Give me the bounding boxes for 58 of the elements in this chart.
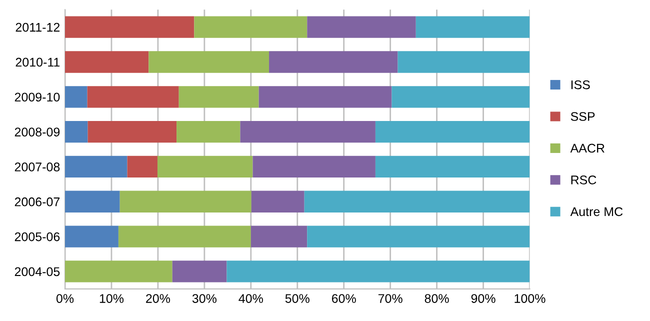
legend-label: RSC: [571, 176, 596, 184]
bar: [375, 120, 530, 143]
bar: [307, 226, 530, 248]
bar: [120, 190, 252, 212]
bar: [240, 120, 376, 143]
bar: [65, 86, 88, 108]
bar: [398, 51, 530, 73]
x-tick-label: 0%: [56, 294, 74, 303]
bar: [226, 260, 530, 282]
bar: [258, 86, 392, 108]
bar: [194, 16, 308, 38]
bar: [416, 16, 530, 38]
y-tick-label: 2006-07: [14, 197, 60, 206]
bar: [127, 156, 158, 178]
bar: [304, 190, 530, 212]
bar: [375, 156, 530, 178]
bar: [65, 156, 128, 178]
bar: [269, 51, 398, 73]
bar: [65, 120, 88, 143]
x-tick-label: 20%: [146, 294, 170, 303]
bar: [65, 190, 120, 212]
legend-label: AACR: [570, 144, 604, 153]
bar: [252, 156, 376, 178]
bar: [65, 226, 118, 248]
x-tick-label: 10%: [100, 294, 124, 303]
bar: [251, 190, 304, 212]
bar: [118, 226, 251, 248]
y-tick-label: 2010-11: [16, 58, 60, 67]
y-tick-label: 2004-05: [14, 267, 60, 276]
bar: [176, 120, 240, 143]
x-tick-label: 60%: [332, 294, 356, 303]
bar: [250, 226, 308, 248]
legend-label: Autre MC: [570, 207, 623, 216]
y-tick-label: 2009-10: [14, 92, 60, 102]
bar: [148, 51, 270, 73]
legend-label: ISS: [571, 80, 590, 90]
x-tick-label: 90%: [471, 294, 496, 303]
bar: [65, 51, 149, 73]
bar: [172, 260, 227, 282]
bar: [65, 16, 194, 38]
x-tick-label: 30%: [192, 294, 216, 303]
legend-label: SSP: [570, 112, 595, 121]
bar: [88, 120, 177, 143]
x-tick-label: 50%: [285, 294, 310, 303]
bar: [392, 86, 530, 108]
bar: [307, 16, 416, 38]
x-tick-label: 100%: [514, 294, 546, 303]
bar: [65, 260, 172, 282]
x-tick-label: 40%: [238, 294, 263, 303]
x-tick-label: 70%: [378, 294, 402, 303]
bar: [157, 156, 253, 178]
bar: [178, 86, 259, 108]
y-tick-label: 2011-12: [16, 22, 60, 32]
y-tick-label: 2008-09: [14, 128, 60, 136]
y-tick-label: 2005-06: [14, 232, 60, 242]
bar: [87, 86, 179, 108]
y-tick-label: 2007-08: [14, 162, 60, 172]
x-tick-label: 80%: [424, 294, 449, 303]
